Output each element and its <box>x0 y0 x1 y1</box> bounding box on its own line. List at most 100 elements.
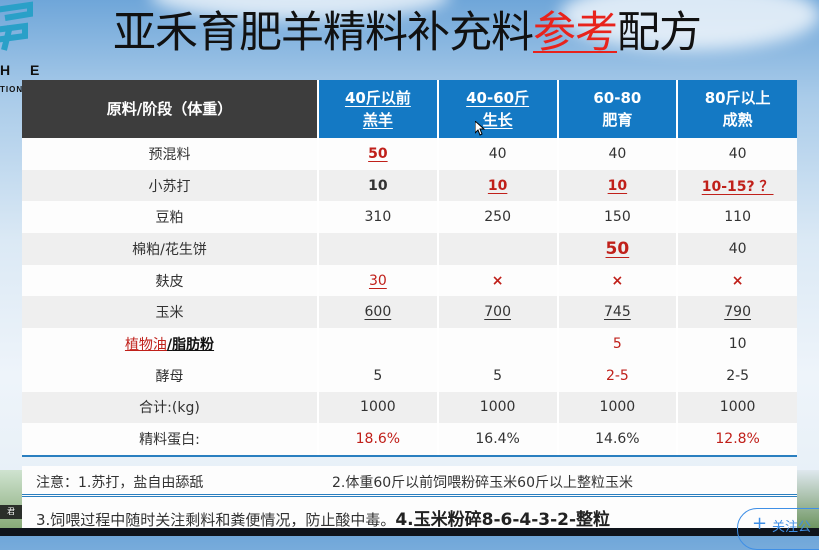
stage-weight: 80斤以上 <box>704 89 771 107</box>
follow-button[interactable]: + 关注公 <box>737 508 819 550</box>
cell-value: 14.6% <box>557 423 679 457</box>
note-1: 注意：1.苏打，盐自由舔舐 <box>36 475 204 491</box>
cell-value: 5 <box>318 359 439 392</box>
cell-value <box>318 328 439 360</box>
cell-value: 1000 <box>557 391 679 424</box>
label-fat-powder: 脂肪粉 <box>172 336 215 353</box>
logo-subtext: TION <box>0 85 24 94</box>
cell-value: 310 <box>318 201 439 234</box>
cell-value: 40 <box>557 138 679 170</box>
stage-weight: 60-80 <box>593 89 642 107</box>
cell-value: 600 <box>318 296 439 329</box>
cell-value: 2-5 <box>677 359 797 392</box>
cell-value: 700 <box>437 296 559 329</box>
table-row: 小苏打 10 10 10 10-15? ？ <box>22 169 797 202</box>
stage-weight: 40斤以前 <box>344 89 411 107</box>
row-label: 预混料 <box>22 138 319 170</box>
cell-value: 10 <box>557 169 679 202</box>
cell-value: 10-15? ？ <box>677 169 797 202</box>
note-4: 4.玉米粉碎8-6-4-3-2-整粒 <box>395 510 611 530</box>
title-highlight: 参考 <box>533 8 618 58</box>
user-badge: 君 <box>0 505 22 519</box>
cell-value: 50 <box>557 233 679 265</box>
header-stage-lamb: 40斤以前羔羊 <box>318 80 439 138</box>
row-label: 精料蛋白: <box>22 423 319 457</box>
table-row: 植物油/脂肪粉 5 10 <box>22 328 797 360</box>
cell-value: 12.8% <box>677 423 797 457</box>
header-stage-fattening: 60-80 肥育 <box>557 80 679 138</box>
note-3: 3.饲喂过程中随时关注剩料和粪便情况，防止酸中毒。4.玉米粉碎8-6-4-3-2… <box>36 505 610 530</box>
cell-value: 2-5 <box>557 359 679 392</box>
header-ingredient-stage: 原料/阶段（体重） <box>22 80 319 138</box>
table-row: 合计:(kg) 1000 1000 1000 1000 <box>22 391 797 424</box>
note-2: 2.体重60斤以前饲喂粉碎玉米60斤以上整粒玉米 <box>332 475 633 491</box>
row-label: 麸皮 <box>22 264 319 297</box>
stage-name: 肥育 <box>602 111 633 129</box>
cell-value <box>318 233 439 265</box>
table-row: 棉粕/花生饼 50 40 <box>22 233 797 265</box>
excluded-x-icon: × <box>557 264 679 297</box>
row-label: 植物油/脂肪粉 <box>22 328 319 360</box>
note-row-2: 3.饲喂过程中随时关注剩料和粪便情况，防止酸中毒。4.玉米粉碎8-6-4-3-2… <box>22 497 797 530</box>
company-logo-icon <box>0 1 33 51</box>
cell-value: 40 <box>437 138 559 170</box>
cell-value: 790 <box>677 296 797 329</box>
note-3-text: 3.饲喂过程中随时关注剩料和粪便情况，防止酸中毒。 <box>36 511 396 529</box>
plus-icon: + <box>752 513 768 534</box>
mouse-cursor-icon <box>475 121 485 136</box>
row-label: 玉米 <box>22 296 319 329</box>
cell-value <box>437 328 559 360</box>
row-label: 小苏打 <box>22 169 319 202</box>
header-stage-growing: 40-60斤 生长 <box>437 80 559 138</box>
cell-value: 40 <box>677 138 797 170</box>
cell-value: 5 <box>437 359 559 392</box>
cell-value: 10 <box>318 169 439 202</box>
header-stage-mature: 80斤以上成熟 <box>677 80 797 138</box>
table-row: 玉米 600 700 745 790 <box>22 296 797 329</box>
table-row: 豆粕 310 250 150 110 <box>22 201 797 234</box>
row-label: 棉粕/花生饼 <box>22 233 319 265</box>
follow-label: 关注公 <box>772 520 812 535</box>
cell-value: 10 <box>677 328 797 360</box>
cell-value: 250 <box>437 201 559 234</box>
formula-table: 原料/阶段（体重） 40斤以前羔羊 40-60斤 生长 60-80 肥育 80斤以上… <box>22 80 797 457</box>
cell-value: 18.6% <box>318 423 439 457</box>
cell-value: 1000 <box>677 391 797 424</box>
cell-value: 1000 <box>318 391 439 424</box>
table-header-row: 原料/阶段（体重） 40斤以前羔羊 40-60斤 生长 60-80 肥育 80斤以上… <box>22 80 797 138</box>
video-background-strip <box>797 470 819 536</box>
bottom-bar <box>0 528 819 536</box>
label-vegetable-oil: 植物油 <box>124 336 167 353</box>
cell-value: 50 <box>318 138 439 170</box>
table-row: 预混料 50 40 40 40 <box>22 138 797 170</box>
label-separator: / <box>166 336 173 353</box>
note-row-1: 注意：1.苏打，盐自由舔舐 2.体重60斤以前饲喂粉碎玉米60斤以上整粒玉米 <box>22 466 797 497</box>
cell-value <box>437 233 559 265</box>
title-suffix: 配方 <box>617 8 702 58</box>
cell-value: 150 <box>557 201 679 234</box>
stage-weight: 40-60斤 <box>466 89 530 107</box>
cell-value: 110 <box>677 201 797 234</box>
video-background-strip <box>0 470 22 536</box>
excluded-x-icon: × <box>677 264 797 297</box>
excluded-x-icon: × <box>437 264 559 297</box>
title-prefix: 亚禾育肥羊精料补充料 <box>113 8 534 58</box>
table-row: 麸皮 30 × × × <box>22 264 797 297</box>
cell-value: 10 <box>437 169 559 202</box>
cell-value: 40 <box>677 233 797 265</box>
table-row: 酵母 5 5 2-5 2-5 <box>22 359 797 392</box>
cell-value: 5 <box>557 328 679 360</box>
stage-name: 羔羊 <box>362 111 393 129</box>
page-title: 亚禾育肥羊精料补充料参考配方 <box>113 2 702 64</box>
row-label: 合计:(kg) <box>22 391 319 424</box>
table-row: 精料蛋白: 18.6% 16.4% 14.6% 12.8% <box>22 423 797 457</box>
stage-name: 成熟 <box>722 111 753 129</box>
cell-value: 1000 <box>437 391 559 424</box>
logo-text: H E <box>0 62 48 78</box>
cloud-decoration <box>150 0 450 20</box>
row-label: 酵母 <box>22 359 319 392</box>
cell-value: 745 <box>557 296 679 329</box>
cell-value: 16.4% <box>437 423 559 457</box>
cell-value: 30 <box>318 264 439 297</box>
stage-name: 生长 <box>482 111 513 129</box>
